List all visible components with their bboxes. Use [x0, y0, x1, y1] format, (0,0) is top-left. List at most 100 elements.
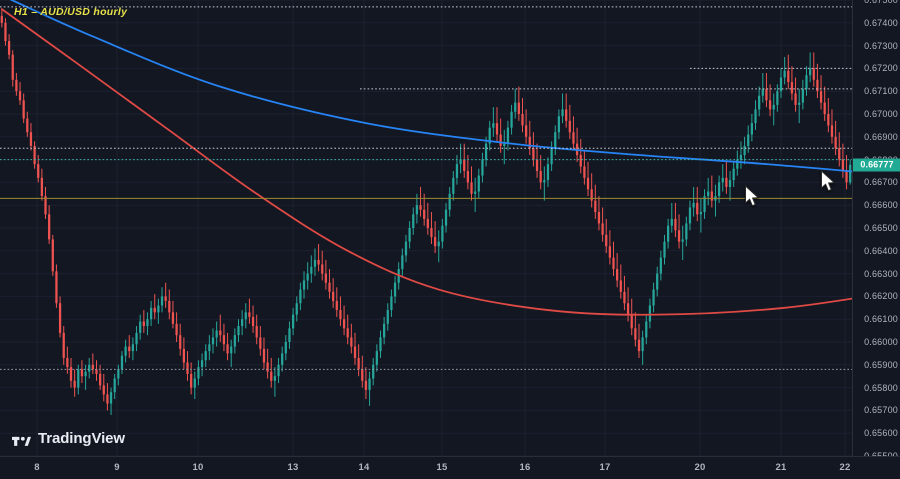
candle-body — [761, 88, 764, 96]
candle-body — [153, 307, 156, 313]
candle-body — [262, 348, 266, 363]
indicator-line-ma-fast — [0, 8, 852, 316]
price-tick: 0.66900 — [864, 131, 898, 142]
candle-body — [838, 148, 841, 160]
candle-body — [707, 191, 710, 197]
candle-body — [506, 127, 510, 144]
candle-body — [546, 164, 550, 181]
candle-body — [783, 70, 786, 78]
candle-body — [634, 328, 637, 340]
candle-body — [193, 378, 196, 388]
candle-body — [66, 357, 69, 368]
candle-body — [423, 209, 426, 219]
candle-body — [215, 330, 218, 338]
tradingview-logo: TradingView — [12, 430, 125, 447]
price-tick: 0.65900 — [864, 359, 898, 370]
time-tick: 17 — [599, 462, 611, 473]
price-tick: 0.67100 — [864, 86, 898, 97]
candle-body — [102, 385, 105, 395]
candle-body — [441, 225, 444, 242]
candle-body — [204, 351, 207, 361]
candle-body — [160, 296, 164, 306]
chart-plot-area[interactable] — [0, 0, 852, 456]
price-tick: 0.65800 — [864, 382, 898, 393]
candle-body — [15, 79, 18, 92]
time-tick: 8 — [34, 462, 40, 473]
candle-body — [579, 155, 582, 167]
candle-body — [222, 335, 226, 345]
candle-body — [237, 326, 240, 336]
candle-body — [554, 132, 557, 149]
candle-body — [157, 305, 160, 313]
candle-body — [677, 230, 681, 242]
candle-body — [641, 337, 644, 352]
time-axis[interactable]: 8 9 10 13 14 15 16 17 20 21 22 — [0, 456, 900, 479]
candle-body — [670, 218, 673, 226]
candle-body — [430, 228, 433, 238]
candle-body — [131, 344, 135, 352]
candle-body — [364, 380, 368, 390]
candle-body — [219, 330, 222, 336]
candle-body — [299, 289, 302, 304]
candle-body — [772, 104, 775, 110]
candle-body — [80, 369, 84, 377]
candle-body — [230, 346, 233, 354]
candle-body — [524, 125, 528, 137]
price-tick: 0.66300 — [864, 268, 898, 279]
candle-body — [779, 77, 783, 92]
candle-body — [619, 280, 622, 292]
candle-body — [463, 159, 466, 171]
candle-body — [608, 246, 612, 258]
candle-body — [754, 109, 757, 124]
candle-body — [514, 102, 517, 112]
candle-body — [284, 342, 287, 354]
candle-body — [816, 79, 819, 92]
candle-body — [182, 348, 186, 363]
candle-body — [688, 207, 692, 224]
candle-body — [750, 123, 754, 135]
candle-body — [776, 91, 779, 105]
price-tick: 0.67300 — [864, 40, 898, 51]
indicator-line-ma-slow — [9, 0, 852, 173]
candle-body — [401, 255, 404, 270]
candle-body — [747, 134, 750, 146]
candle-body — [721, 177, 724, 183]
candle-body — [77, 369, 80, 388]
price-axis[interactable]: 0.67500 0.67400 0.67300 0.67200 0.67100 0.670… — [852, 0, 900, 461]
candle-body — [626, 303, 630, 315]
candle-body — [787, 70, 790, 83]
candle-body — [106, 394, 109, 404]
candle-body — [332, 291, 335, 301]
candle-body — [255, 326, 258, 338]
candle-body — [539, 171, 542, 183]
candle-body — [652, 289, 655, 306]
candle-body — [310, 266, 313, 274]
chart-canvas — [0, 0, 852, 456]
candle-body — [605, 234, 608, 247]
candle-body — [139, 321, 142, 333]
candle-body — [495, 123, 499, 135]
candle-body — [648, 305, 652, 322]
candle-body — [448, 193, 451, 210]
time-tick: 9 — [114, 462, 120, 473]
candle-body — [849, 164, 852, 183]
candle-body — [503, 143, 506, 146]
candle-body — [321, 264, 324, 274]
candle-body — [168, 300, 171, 313]
candle-body — [623, 291, 626, 304]
candle-body — [342, 319, 346, 329]
candle-body — [692, 202, 695, 208]
candle-body — [535, 159, 539, 171]
candle-body — [717, 182, 721, 197]
candle-body — [313, 259, 317, 267]
candle-body — [211, 337, 215, 345]
candle-body — [179, 335, 182, 349]
candle-body — [736, 159, 739, 169]
candle-body — [146, 319, 149, 327]
candle-body — [630, 314, 633, 329]
candle-body — [11, 54, 14, 80]
candle-body — [88, 364, 91, 372]
candle-body — [266, 362, 269, 372]
candle-body — [26, 118, 29, 133]
candle-body — [386, 310, 389, 324]
